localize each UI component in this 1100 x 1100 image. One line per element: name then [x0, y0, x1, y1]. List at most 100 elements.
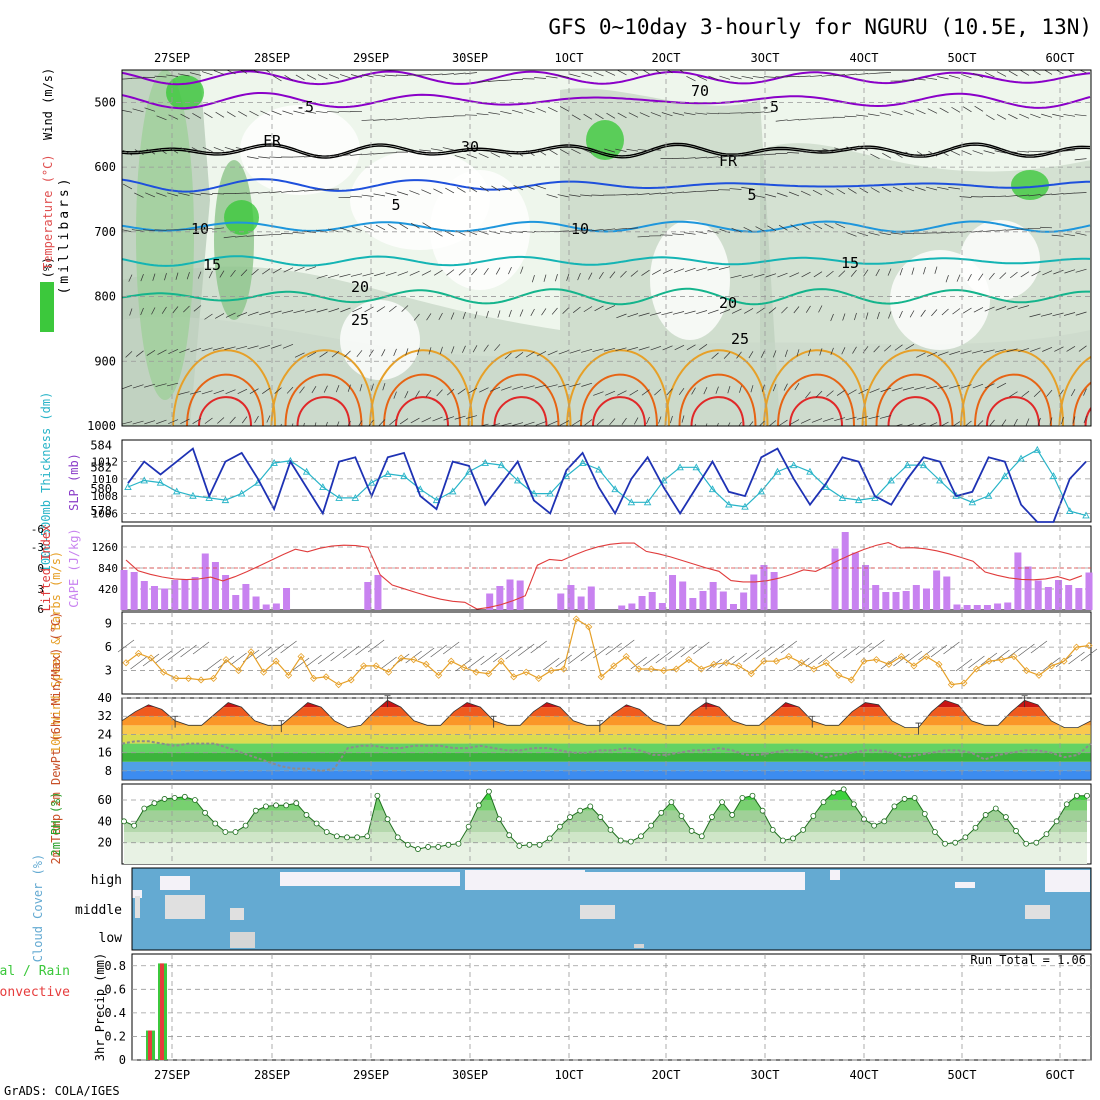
surface-wind-barb [417, 647, 435, 661]
wind-barb [925, 77, 938, 80]
wind-barb [826, 270, 834, 278]
wind-barb [132, 108, 144, 113]
wind-barb [331, 351, 340, 358]
wind-barb [131, 229, 144, 232]
wind-barb [609, 271, 616, 279]
contour-label: 20 [719, 294, 737, 312]
wind-barb [269, 191, 282, 194]
wind-barb [846, 146, 857, 151]
rh-point [607, 826, 614, 833]
rh-point [800, 826, 807, 833]
wind-barb [649, 192, 662, 195]
surface-wind-barb [580, 648, 597, 662]
wind-barb [875, 268, 880, 277]
wind-barb [835, 223, 846, 229]
slp-tick: 1006 [92, 507, 119, 520]
wind-barb [581, 382, 593, 387]
cape-bar [922, 588, 930, 610]
wind-barb [156, 115, 167, 121]
precip-total-label: Total / Rain [0, 964, 70, 979]
wind-speed-point [535, 674, 543, 682]
precip-tick: 0.2 [104, 1029, 126, 1043]
wind-barb [407, 117, 420, 120]
wind-barb [239, 70, 248, 74]
cape-bar [140, 581, 148, 610]
wind-barb [911, 267, 915, 275]
temp-tick: 16 [98, 746, 112, 760]
wind-barb [292, 190, 305, 193]
wind-barb [996, 114, 1007, 120]
wind-barb [284, 75, 294, 81]
wind-speed-point [735, 662, 743, 670]
wind-barb [615, 148, 627, 152]
wind-speed-point [622, 652, 630, 661]
wind-barb [265, 70, 271, 73]
wind-barb [1064, 269, 1076, 274]
wind-barb [135, 350, 144, 357]
wind-barb [568, 229, 581, 232]
wind-barb [488, 112, 501, 115]
wind-barb [144, 383, 156, 388]
rh-point [709, 814, 715, 820]
wind-barb [311, 385, 317, 394]
wind-barb [525, 351, 535, 358]
wind-barb [892, 186, 903, 192]
wind-barb [588, 272, 593, 280]
slp-label: SLP (mb) [67, 453, 81, 511]
wind-barb [294, 352, 305, 358]
wind-barb [974, 105, 984, 112]
wind-barb [738, 421, 742, 426]
thickness-point [757, 487, 766, 495]
precip-axis-label: 3hr Precip (mm) [93, 953, 107, 1061]
slp-line [127, 447, 1087, 523]
surface-wind-barb [167, 647, 185, 661]
wind-barb [868, 232, 880, 236]
wind-barb [880, 387, 892, 393]
wind-barb [598, 271, 604, 280]
wind-barb [841, 347, 846, 355]
rh-panel-label: 2m RH (%) [49, 791, 63, 856]
wind-barb [572, 419, 581, 426]
cape-bar [760, 565, 768, 610]
wind-barb [642, 70, 650, 75]
wind-barb [421, 270, 432, 276]
wind-barb [371, 383, 374, 391]
surface-wind-barb [367, 639, 385, 653]
contour-30 [678, 373, 757, 426]
cape-bar [699, 591, 707, 610]
cloud-panel-label: Cloud Cover (%) [31, 854, 45, 962]
rh-point [293, 800, 300, 807]
wind-barb [960, 384, 972, 389]
date-label-bottom: 5OCT [948, 1068, 977, 1082]
wind-barb [304, 189, 317, 192]
wind-barb [502, 151, 512, 157]
rh-point [1063, 801, 1070, 808]
wind-barb [1051, 234, 1064, 237]
wind-barb [798, 75, 811, 78]
wind-barb [883, 345, 892, 352]
wind-speed-point [647, 665, 655, 673]
cape-bar [364, 582, 372, 610]
wind-barb [454, 155, 466, 159]
wind-barb [251, 268, 259, 276]
surface-wind-barb [468, 655, 485, 669]
cape-bar [1024, 566, 1032, 610]
wind-barb [128, 274, 133, 282]
wind-barb [385, 271, 397, 276]
wind-barb [350, 273, 363, 277]
wind-barb [241, 416, 248, 424]
wind-barb [627, 346, 639, 351]
wind-speed-point [1085, 642, 1093, 650]
wind-barb [902, 386, 915, 391]
wind-barb [474, 311, 478, 319]
contour-label: 25 [731, 330, 749, 348]
wind-barb [699, 344, 708, 351]
wind-barb [813, 223, 823, 230]
wind-barb [193, 305, 202, 312]
wind-barb [594, 305, 604, 312]
rh-point [192, 797, 198, 803]
wind-barb [937, 186, 949, 190]
wind-barb [1031, 70, 1041, 76]
wind-barb [826, 390, 834, 397]
rh-point [567, 814, 573, 820]
